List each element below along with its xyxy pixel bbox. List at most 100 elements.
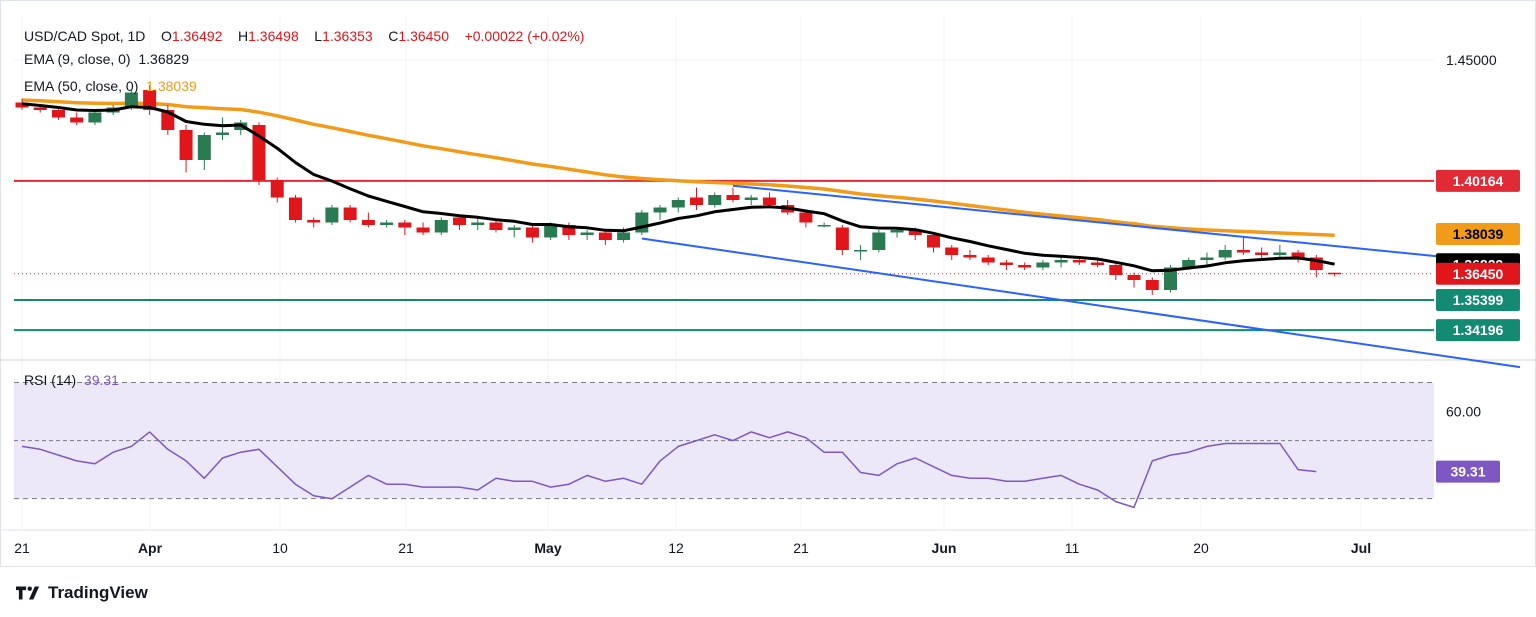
candle (380, 220, 394, 228)
candle-body (945, 247, 959, 255)
rsi-label: RSI (14) (24, 372, 77, 388)
candle-body (380, 222, 394, 225)
candle-body (1127, 275, 1141, 280)
price-labels: 1.401641.380391.368291.364501.353991.341… (1436, 169, 1520, 483)
candle (1018, 262, 1032, 270)
candle-body (1218, 250, 1232, 258)
candle-body (398, 222, 412, 228)
candle (580, 230, 594, 240)
tradingview-brand[interactable]: TradingView (16, 583, 148, 603)
candle-body (690, 197, 704, 205)
candle-body (1291, 252, 1305, 258)
candle (197, 132, 211, 170)
candle-body (598, 232, 612, 240)
candle (981, 255, 995, 265)
candle (1127, 272, 1141, 288)
candle (671, 197, 685, 213)
candle-body (489, 222, 503, 230)
candle (471, 217, 485, 230)
candle (1200, 252, 1214, 265)
time-tick-label: 21 (793, 540, 809, 556)
candle-body (143, 90, 157, 110)
price-tick-label: 1.45000 (1446, 52, 1497, 68)
candle-body (197, 135, 211, 160)
candle (453, 215, 467, 230)
tradingview-logo-icon (16, 586, 40, 600)
ema50-value: 1.38039 (146, 78, 197, 94)
candle-body (1072, 260, 1086, 263)
ema50-label: EMA (50, close, 0) (24, 78, 139, 94)
candle (762, 192, 776, 208)
candle-body (453, 217, 467, 225)
candle (1273, 245, 1287, 258)
candle-body (890, 230, 904, 233)
candle (653, 205, 667, 220)
rsi-series (21, 431, 1317, 509)
candle (1218, 245, 1232, 260)
candle-body (653, 207, 667, 213)
candle-body (471, 222, 485, 225)
ema9-series (21, 102, 1335, 273)
candle-body (854, 250, 868, 252)
candle (1291, 250, 1305, 263)
candle-body (307, 220, 321, 223)
high-label: H (238, 28, 249, 44)
time-tick-label: 12 (668, 540, 684, 556)
candle-body (434, 220, 448, 233)
candle-body (671, 200, 685, 208)
candle (1036, 260, 1050, 270)
candle-body (325, 207, 339, 223)
time-tick-label: Apr (138, 540, 163, 556)
candle-body (799, 212, 813, 223)
change-value: +0.00022 (+0.02%) (464, 28, 585, 44)
price-label-text: 1.36450 (1453, 266, 1504, 282)
candle (1255, 247, 1269, 260)
candle (799, 210, 813, 228)
candle (708, 192, 722, 208)
candle (598, 230, 612, 245)
price-label-text: 1.40164 (1453, 173, 1504, 189)
brand-name: TradingView (48, 583, 148, 602)
rsi-value-label: 39.31 (1436, 460, 1500, 483)
candle (817, 222, 831, 228)
candle (434, 217, 448, 235)
price-label-box (1436, 319, 1520, 342)
candle (179, 125, 193, 173)
candle-body (1255, 252, 1269, 255)
candle-body (617, 232, 631, 240)
candle-body (70, 117, 84, 123)
candle (1236, 237, 1250, 255)
candle-body (562, 225, 576, 235)
symbol-name: USD/CAD Spot, 1D (24, 28, 146, 44)
candle (507, 225, 521, 238)
ema50-series (21, 98, 1335, 238)
price-label-support: 1.34196 (1436, 319, 1520, 342)
candle-body (343, 207, 357, 220)
candle (325, 205, 339, 225)
candle (361, 212, 375, 228)
candle-body (762, 197, 776, 205)
open-label: O (160, 28, 172, 44)
ema50-line (21, 98, 1335, 238)
candle-body (33, 107, 47, 110)
candle-body (179, 130, 193, 160)
candle-body (88, 112, 102, 123)
time-tick-label: 11 (1065, 540, 1080, 556)
candle (270, 177, 284, 203)
rsi-line (21, 431, 1317, 509)
time-tick-label: 20 (1193, 540, 1209, 556)
candle-body (416, 227, 430, 233)
candle-body (908, 230, 922, 235)
candle (307, 217, 321, 228)
candle-body (817, 225, 831, 227)
candle-body (872, 232, 886, 250)
symbol-legend: USD/CAD Spot, 1D O1.36492 H1.36498 L1.36… (24, 27, 584, 45)
candle (416, 222, 430, 235)
price-label-box (1436, 289, 1520, 312)
price-label-box (1436, 169, 1520, 192)
candle-body (288, 197, 302, 220)
candle (216, 117, 230, 140)
candle (88, 110, 102, 125)
rsi-band (14, 382, 1434, 500)
candle-body (726, 195, 740, 200)
